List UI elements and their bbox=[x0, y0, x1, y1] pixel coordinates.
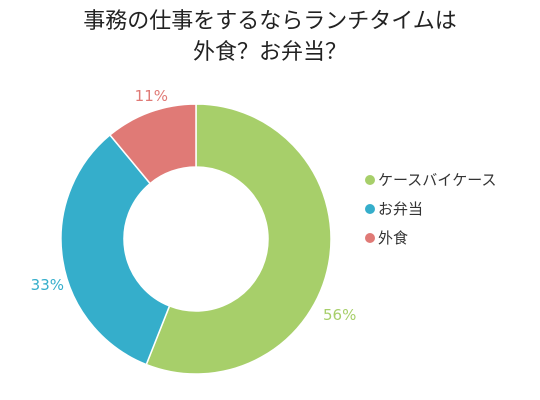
chart-title-line-2: 外食？お弁当？ bbox=[192, 40, 347, 65]
legend-label-eating-out: 外食 bbox=[378, 229, 409, 247]
data-label-case-by-case: 56% bbox=[323, 306, 356, 324]
chart-title: 事務の仕事をするならランチタイムは 外食？お弁当？ bbox=[0, 6, 540, 68]
slice-eating-out bbox=[108, 103, 197, 185]
data-label-eating-out: 11% bbox=[135, 87, 168, 105]
legend-label-case-by-case: ケースバイケース bbox=[378, 171, 497, 189]
legend-swatch-eating-out bbox=[365, 233, 375, 243]
legend-label-bento: お弁当 bbox=[378, 200, 424, 218]
legend-swatch-bento bbox=[365, 204, 375, 214]
slice-case-by-case bbox=[145, 103, 332, 375]
chart-title-line-1: 事務の仕事をするならランチタイムは bbox=[83, 9, 457, 34]
legend-swatch-case-by-case bbox=[365, 175, 375, 185]
slice-bento bbox=[60, 133, 171, 366]
data-label-bento: 33% bbox=[31, 276, 64, 294]
